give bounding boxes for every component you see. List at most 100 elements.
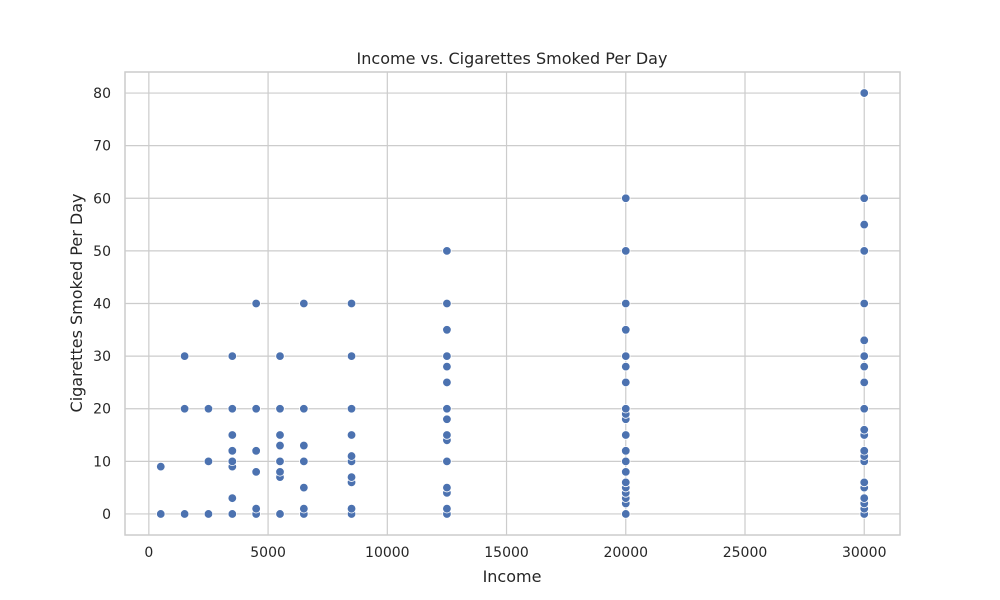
- data-point: [299, 440, 309, 451]
- data-point: [621, 325, 631, 335]
- data-point: [203, 509, 214, 519]
- data-point: [859, 351, 869, 361]
- data-point: [227, 430, 238, 440]
- data-point: [621, 467, 631, 477]
- data-point: [621, 351, 631, 361]
- grid: [125, 72, 900, 535]
- data-point: [621, 404, 631, 414]
- x-tick-labels: 0 5000 10000 15000 20000 25000 30000: [144, 545, 886, 561]
- y-tick-label: 80: [93, 86, 111, 102]
- data-point: [227, 493, 238, 503]
- data-point: [227, 456, 238, 467]
- data-point: [442, 404, 452, 414]
- data-point: [275, 456, 285, 467]
- y-tick-labels: 0 10 20 30 40 50 60 70 80: [93, 86, 111, 523]
- data-point: [621, 456, 631, 467]
- data-point: [859, 361, 869, 372]
- data-point: [346, 472, 357, 482]
- data-point: [203, 404, 214, 414]
- x-tick-label: 0: [144, 545, 153, 561]
- data-point: [251, 467, 261, 477]
- data-point: [442, 503, 452, 514]
- data-point: [251, 446, 261, 456]
- data-point: [275, 440, 285, 451]
- y-tick-label: 70: [93, 139, 111, 155]
- data-point: [442, 430, 452, 440]
- data-point: [179, 351, 190, 361]
- data-point: [859, 493, 869, 503]
- data-point: [859, 246, 869, 256]
- data-point: [299, 404, 309, 414]
- data-point: [442, 361, 452, 372]
- data-point: [621, 193, 631, 203]
- data-point: [859, 425, 869, 435]
- data-point: [442, 414, 452, 424]
- data-point: [442, 482, 452, 493]
- data-point: [275, 430, 285, 440]
- data-point: [859, 219, 869, 230]
- data-point: [346, 298, 357, 309]
- data-point: [442, 456, 452, 467]
- data-point: [299, 456, 309, 467]
- data-point: [346, 430, 357, 440]
- data-point: [299, 482, 309, 493]
- x-tick-label: 5000: [250, 545, 286, 561]
- x-tick-label: 20000: [603, 545, 648, 561]
- plot-frame: [124, 71, 901, 536]
- data-point: [621, 446, 631, 456]
- data-point: [275, 351, 285, 361]
- y-tick-label: 50: [93, 244, 111, 260]
- data-point: [227, 509, 238, 519]
- x-axis-label: Income: [483, 567, 542, 586]
- y-tick-label: 60: [93, 191, 111, 207]
- data-point: [299, 503, 309, 514]
- y-tick-label: 20: [93, 402, 111, 418]
- data-point: [203, 456, 214, 467]
- y-tick-label: 30: [93, 349, 111, 365]
- x-tick-label: 10000: [365, 545, 410, 561]
- x-tick-label: 25000: [723, 545, 768, 561]
- data-point: [621, 298, 631, 309]
- data-point: [251, 298, 261, 309]
- data-point: [859, 335, 869, 346]
- y-tick-label: 0: [102, 507, 111, 523]
- chart-title: Income vs. Cigarettes Smoked Per Day: [357, 49, 668, 68]
- data-point: [299, 298, 309, 309]
- data-point: [859, 88, 869, 98]
- data-point: [346, 404, 357, 414]
- data-point: [859, 477, 869, 488]
- data-point: [621, 430, 631, 440]
- y-tick-label: 10: [93, 454, 111, 470]
- data-point: [346, 503, 357, 514]
- data-point: [156, 509, 166, 519]
- data-point: [442, 351, 452, 361]
- data-points: [156, 88, 869, 519]
- x-tick-label: 15000: [484, 545, 529, 561]
- data-point: [179, 404, 190, 414]
- data-point: [859, 377, 869, 388]
- data-point: [227, 446, 238, 456]
- data-point: [859, 404, 869, 414]
- data-point: [346, 351, 357, 361]
- data-point: [621, 477, 631, 488]
- data-point: [442, 325, 452, 335]
- y-axis-label: Cigarettes Smoked Per Day: [67, 194, 86, 413]
- data-point: [275, 404, 285, 414]
- data-point: [275, 467, 285, 477]
- data-point: [859, 298, 869, 309]
- data-point: [275, 509, 285, 519]
- data-point: [442, 377, 452, 388]
- data-point: [621, 246, 631, 256]
- data-point: [621, 377, 631, 388]
- y-tick-label: 40: [93, 297, 111, 313]
- data-point: [156, 461, 166, 472]
- data-point: [621, 361, 631, 372]
- x-tick-label: 30000: [842, 545, 887, 561]
- data-point: [251, 404, 261, 414]
- data-point: [227, 404, 238, 414]
- data-point: [859, 193, 869, 203]
- data-point: [621, 509, 631, 519]
- data-point: [179, 509, 190, 519]
- data-point: [251, 503, 261, 514]
